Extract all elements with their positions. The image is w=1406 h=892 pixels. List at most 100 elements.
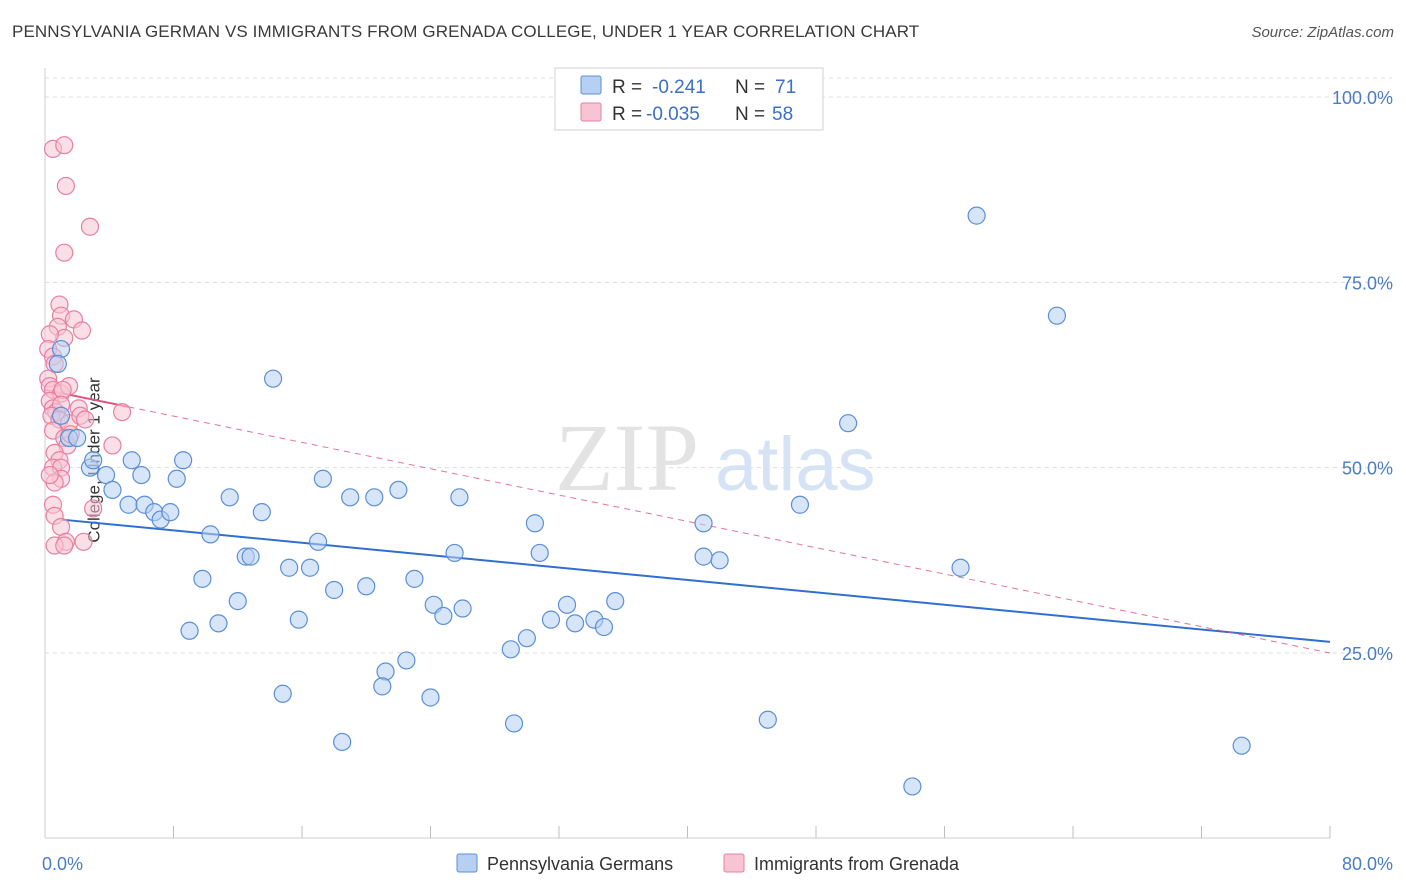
legend-swatch-pink [580, 102, 602, 122]
point-pennsylvania-germans [252, 503, 271, 522]
legend-r-value-1: -0.241 [652, 77, 706, 98]
point-pennsylvania-germans [405, 569, 424, 588]
point-pennsylvania-germans [376, 662, 395, 681]
point-pennsylvania-germans [758, 710, 777, 729]
legend-swatch-blue [580, 75, 602, 95]
point-pennsylvania-germans [421, 688, 440, 707]
point-pennsylvania-germans [1232, 736, 1251, 755]
point-pennsylvania-germans [557, 595, 577, 614]
point-pennsylvania-germans [341, 488, 360, 507]
point-pennsylvania-germans [530, 543, 549, 563]
legend-n-label-1: N = [735, 77, 765, 98]
point-pennsylvania-germans [694, 514, 713, 533]
point-pennsylvania-germans [201, 525, 220, 544]
watermark-atlas: atlas [715, 422, 876, 507]
point-pennsylvania-germans [450, 488, 469, 507]
point-grenada [40, 465, 59, 485]
point-pennsylvania-germans [103, 480, 122, 500]
watermark-zip: ZIP [555, 404, 699, 511]
point-pennsylvania-germans [193, 569, 212, 588]
point-pennsylvania-germans [209, 614, 228, 633]
point-grenada [72, 321, 92, 340]
y-tick-label: 25.0% [1342, 644, 1393, 664]
point-pennsylvania-germans [434, 606, 453, 626]
point-pennsylvania-germans [51, 406, 71, 425]
point-pennsylvania-germans [903, 777, 922, 796]
point-pennsylvania-germans [790, 495, 810, 514]
legend-n-label-2: N = [735, 104, 765, 125]
point-grenada [103, 436, 122, 455]
point-pennsylvania-germans [1047, 306, 1067, 325]
bottom-legend-swatch-blue [456, 853, 478, 873]
data-points [39, 136, 1251, 796]
point-pennsylvania-germans [48, 354, 67, 373]
point-pennsylvania-germans [501, 640, 520, 659]
point-pennsylvania-germans [951, 558, 970, 577]
point-pennsylvania-germans [132, 465, 151, 485]
point-pennsylvania-germans [373, 677, 392, 696]
point-grenada [84, 499, 103, 518]
point-pennsylvania-germans [161, 503, 180, 522]
point-pennsylvania-germans [839, 414, 858, 433]
point-pennsylvania-germans [565, 614, 585, 633]
series-legend: Pennsylvania Germans Immigrants from Gre… [456, 853, 960, 874]
point-pennsylvania-germans [273, 684, 292, 703]
y-tick-label: 100.0% [1332, 88, 1393, 108]
point-pennsylvania-germans [68, 428, 87, 448]
point-grenada [74, 532, 93, 551]
point-pennsylvania-germans [51, 339, 71, 359]
point-pennsylvania-germans [397, 651, 416, 670]
point-grenada [55, 243, 74, 262]
point-pennsylvania-germans [300, 558, 320, 577]
point-pennsylvania-germans [594, 617, 614, 637]
point-pennsylvania-germans [220, 488, 239, 507]
legend-r-label-1: R = [612, 77, 642, 98]
y-tick-label: 50.0% [1342, 459, 1393, 479]
legend-n-value-2: 58 [772, 104, 793, 125]
source-label: Source: ZipAtlas.com [1251, 24, 1394, 41]
x-tick-label-min: 0.0% [42, 854, 83, 874]
point-pennsylvania-germans [357, 577, 376, 596]
point-pennsylvania-germans [694, 547, 713, 566]
legend-r-value-2: -0.035 [646, 104, 700, 125]
point-pennsylvania-germans [333, 732, 352, 752]
point-pennsylvania-germans [365, 488, 384, 507]
correlation-legend: R = -0.241 N = 71 R = -0.035 N = 58 [554, 67, 824, 131]
point-pennsylvania-germans [119, 495, 138, 514]
point-pennsylvania-germans [313, 469, 332, 488]
y-tick-label: 75.0% [1342, 273, 1393, 293]
point-pennsylvania-germans [525, 514, 545, 533]
point-pennsylvania-germans [167, 469, 186, 488]
point-pennsylvania-germans [710, 551, 729, 570]
point-grenada [80, 217, 100, 236]
point-pennsylvania-germans [389, 480, 408, 500]
legend-n-value-1: 71 [775, 77, 796, 98]
point-pennsylvania-germans [122, 451, 141, 470]
axes: 0.0% 80.0% [42, 68, 1393, 874]
point-pennsylvania-germans [180, 621, 199, 640]
point-grenada [112, 402, 132, 422]
chart-title: PENNSYLVANIA GERMAN VS IMMIGRANTS FROM G… [12, 22, 920, 41]
bottom-legend-swatch-pink [723, 853, 745, 873]
point-pennsylvania-germans [289, 610, 308, 629]
point-pennsylvania-germans [174, 451, 193, 470]
point-grenada [76, 410, 95, 429]
point-pennsylvania-germans [606, 592, 625, 611]
point-pennsylvania-germans [84, 451, 103, 470]
point-pennsylvania-germans [308, 532, 328, 551]
trend-line-pennsylvania-germans [60, 518, 1331, 643]
bottom-legend-label-2: Immigrants from Grenada [754, 854, 960, 874]
point-pennsylvania-germans [967, 206, 986, 225]
legend-r-label-2: R = [612, 104, 642, 125]
x-tick-label-max: 80.0% [1342, 854, 1393, 874]
point-grenada [56, 176, 75, 196]
point-pennsylvania-germans [241, 547, 260, 566]
point-pennsylvania-germans [263, 369, 283, 388]
point-pennsylvania-germans [517, 629, 536, 648]
watermark: ZIP atlas [555, 404, 876, 511]
point-pennsylvania-germans [325, 580, 344, 600]
point-pennsylvania-germans [280, 558, 299, 577]
point-grenada [55, 536, 74, 555]
bottom-legend-label-1: Pennsylvania Germans [487, 854, 673, 874]
